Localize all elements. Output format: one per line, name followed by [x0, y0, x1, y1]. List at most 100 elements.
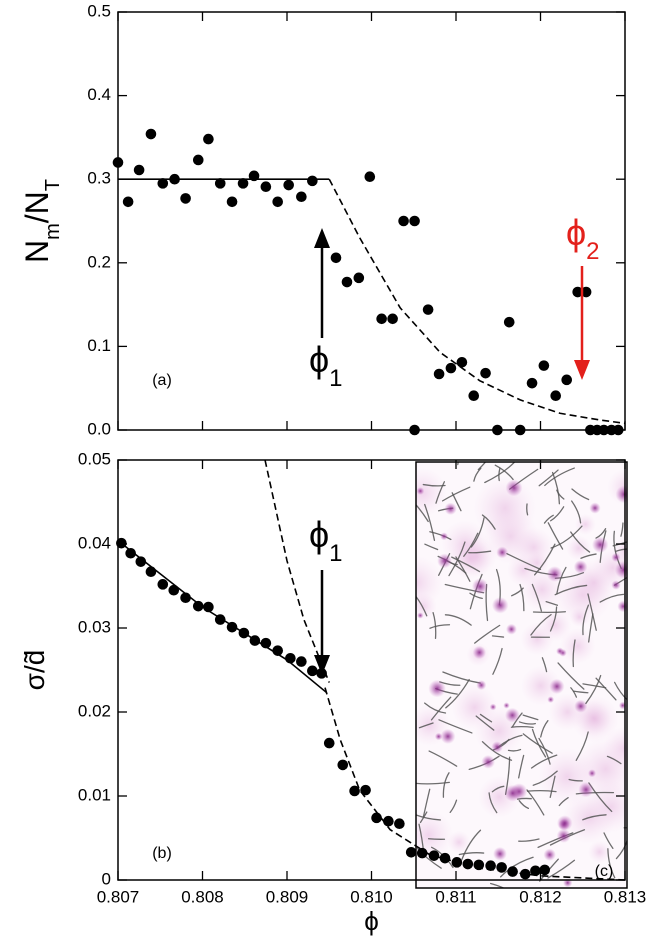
inset-blob [556, 815, 573, 831]
y-axis-label-part: σ/d̃ [19, 650, 50, 691]
data-point [364, 171, 376, 182]
inset-fiber [451, 492, 462, 512]
inset-fiber [424, 702, 447, 714]
data-point [296, 656, 307, 667]
inset-fiber [585, 674, 602, 705]
annotation-symbol: ϕ [566, 212, 586, 253]
inset-fiber [531, 583, 543, 612]
data-point [349, 785, 360, 797]
inset-fiber [519, 583, 525, 612]
inset-fiber [556, 566, 567, 595]
inset-fiber [545, 601, 559, 606]
x-tick-label: 0.812 [519, 887, 562, 906]
inset-blob [611, 552, 621, 562]
inset-fiber [540, 720, 549, 738]
data-point [468, 390, 480, 402]
inset-fiber [526, 789, 557, 793]
inset-image [415, 461, 628, 889]
inset-fiber [491, 635, 505, 638]
inset-fiber [438, 719, 473, 734]
y-axis-label: Nm/NT [19, 179, 64, 263]
data-point [133, 164, 145, 176]
inset-fiber [424, 503, 436, 541]
inset-fiber [416, 595, 428, 617]
inset-fiber [587, 593, 597, 631]
y-tick-label: 0.5 [87, 1, 111, 20]
inset-fiber [549, 775, 556, 799]
inset-blob [578, 781, 594, 798]
data-point [145, 128, 157, 140]
y-tick-label: 0.03 [78, 617, 111, 636]
data-point [341, 276, 353, 288]
data-point [112, 157, 124, 168]
fit-curve-dashed [264, 459, 330, 683]
data-point [538, 360, 550, 371]
data-point [203, 133, 214, 145]
inset-fiber [481, 514, 496, 530]
inset-fiber [580, 553, 597, 559]
inset-haze [569, 607, 590, 628]
data-point [192, 600, 204, 612]
inset-fiber [518, 721, 536, 725]
inset-fiber [444, 614, 472, 626]
inset-blob [556, 828, 571, 843]
data-point [260, 181, 272, 193]
y-tick-label: 0.0 [87, 419, 111, 438]
data-point [503, 316, 515, 328]
inset-label: (c) [595, 863, 614, 880]
inset-fiber [416, 503, 429, 523]
annotation-subscript: 1 [329, 365, 342, 392]
data-point [226, 196, 238, 208]
inset-fiber [549, 606, 558, 632]
data-point [180, 193, 191, 204]
plot-frame [117, 11, 626, 431]
inset-fiber [416, 814, 441, 821]
inset-blob [481, 755, 495, 769]
fit-curve-dashed [328, 178, 626, 425]
inset-fiber [491, 785, 505, 793]
inset-fiber [547, 859, 576, 879]
inset-blob [505, 479, 523, 497]
inset-blob [489, 703, 497, 711]
inset-haze [416, 467, 448, 518]
y-tick-label: 0.4 [87, 85, 111, 104]
data-point [433, 368, 445, 380]
inset-blob [505, 623, 517, 635]
inset-fiber [572, 639, 576, 668]
data-point [307, 665, 318, 677]
data-point [168, 584, 180, 596]
x-tick-label: 0.813 [604, 887, 647, 906]
data-point [539, 864, 551, 876]
inset-fiber [603, 832, 614, 849]
inset-fiber [615, 548, 627, 552]
inset-fiber [526, 503, 529, 516]
inset-fiber [416, 781, 450, 785]
data-point [376, 313, 387, 325]
inset-fiber [428, 750, 458, 767]
annotation: ϕ1 [309, 514, 343, 567]
y-tick-label: 0.04 [78, 533, 111, 552]
inset-fiber [532, 611, 567, 613]
data-point [580, 286, 592, 298]
inset-fiber [463, 532, 479, 557]
data-point [492, 424, 503, 436]
inset-fiber [435, 481, 446, 504]
inset-fiber [522, 733, 553, 754]
inset-fiber [599, 593, 625, 603]
inset-blob [611, 580, 621, 590]
panel-label: (b) [152, 845, 172, 862]
inset-fiber [558, 796, 569, 807]
data-point [405, 846, 417, 858]
inset-blob [417, 612, 424, 619]
inset-blob [504, 707, 520, 723]
inset-haze [559, 627, 596, 665]
inset-fiber [432, 612, 437, 640]
inset-haze [566, 535, 592, 561]
inset-fiber [571, 488, 590, 501]
inset-fiber [507, 748, 522, 752]
inset-fiber [441, 486, 471, 502]
inset-blob [615, 485, 627, 504]
data-point [612, 424, 624, 436]
inset-fiber [442, 772, 450, 798]
